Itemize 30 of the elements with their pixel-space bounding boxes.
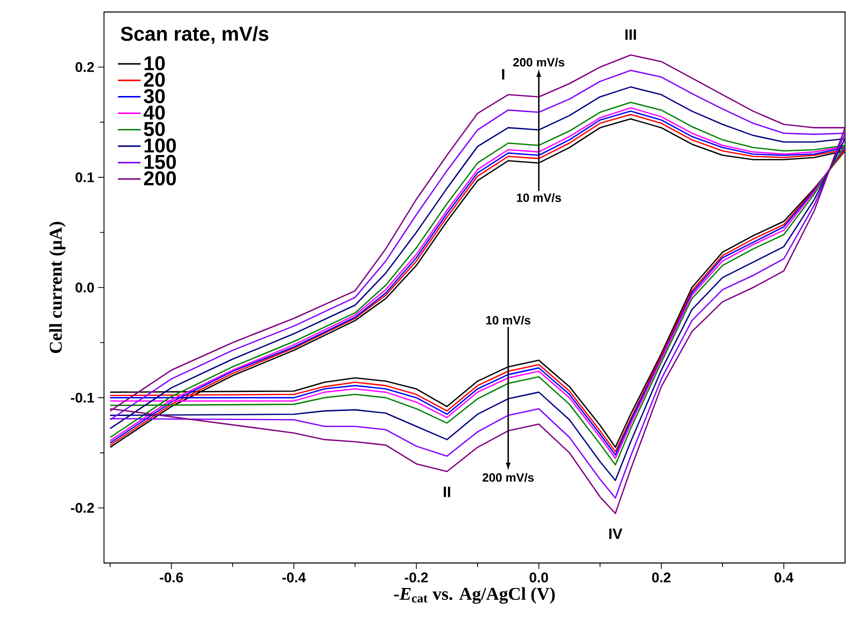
y-tick-label: 0.0 bbox=[76, 282, 94, 292]
legend-label: 50 bbox=[144, 122, 165, 136]
x-tick-label: -0.2 bbox=[404, 572, 428, 582]
annotation: 200 mV/s bbox=[482, 472, 534, 482]
annotation: 10 mV/s bbox=[516, 193, 561, 202]
x-tick-label: -0.4 bbox=[282, 572, 306, 582]
legend-title: Scan rate, mV/s bbox=[120, 26, 268, 44]
y-tick-label: 0.2 bbox=[76, 62, 94, 72]
x-axis-title: -E$_{cat}$ vs. Ag/AgCl (V) bbox=[394, 587, 555, 604]
x-tick-label: 0.0 bbox=[530, 572, 548, 582]
x-tick-label: 0.4 bbox=[774, 572, 794, 582]
annotation: 10 mV/s bbox=[486, 316, 530, 325]
annotation: I bbox=[502, 69, 504, 80]
legend-label: 40 bbox=[144, 106, 165, 120]
x-tick-label: 0.2 bbox=[652, 572, 670, 582]
x-tick-label: -0.6 bbox=[160, 572, 183, 582]
legend-label: 10 bbox=[144, 56, 165, 70]
annotation: IV bbox=[609, 528, 622, 539]
annotation: II bbox=[444, 486, 450, 498]
annotation: 200 mV/s bbox=[513, 58, 564, 67]
y-tick-label: -0.2 bbox=[70, 502, 94, 513]
legend-label: 30 bbox=[144, 89, 165, 104]
legend-label: 100 bbox=[144, 138, 176, 153]
legend-label: 200 bbox=[144, 171, 176, 186]
annotation: III bbox=[625, 29, 636, 40]
y-axis-title: Cell current (μA) bbox=[49, 222, 66, 354]
legend-label: 20 bbox=[144, 72, 165, 87]
y-tick-label: 0.1 bbox=[76, 172, 94, 182]
legend-label: 150 bbox=[144, 154, 176, 170]
y-tick-label: -0.1 bbox=[70, 392, 94, 403]
